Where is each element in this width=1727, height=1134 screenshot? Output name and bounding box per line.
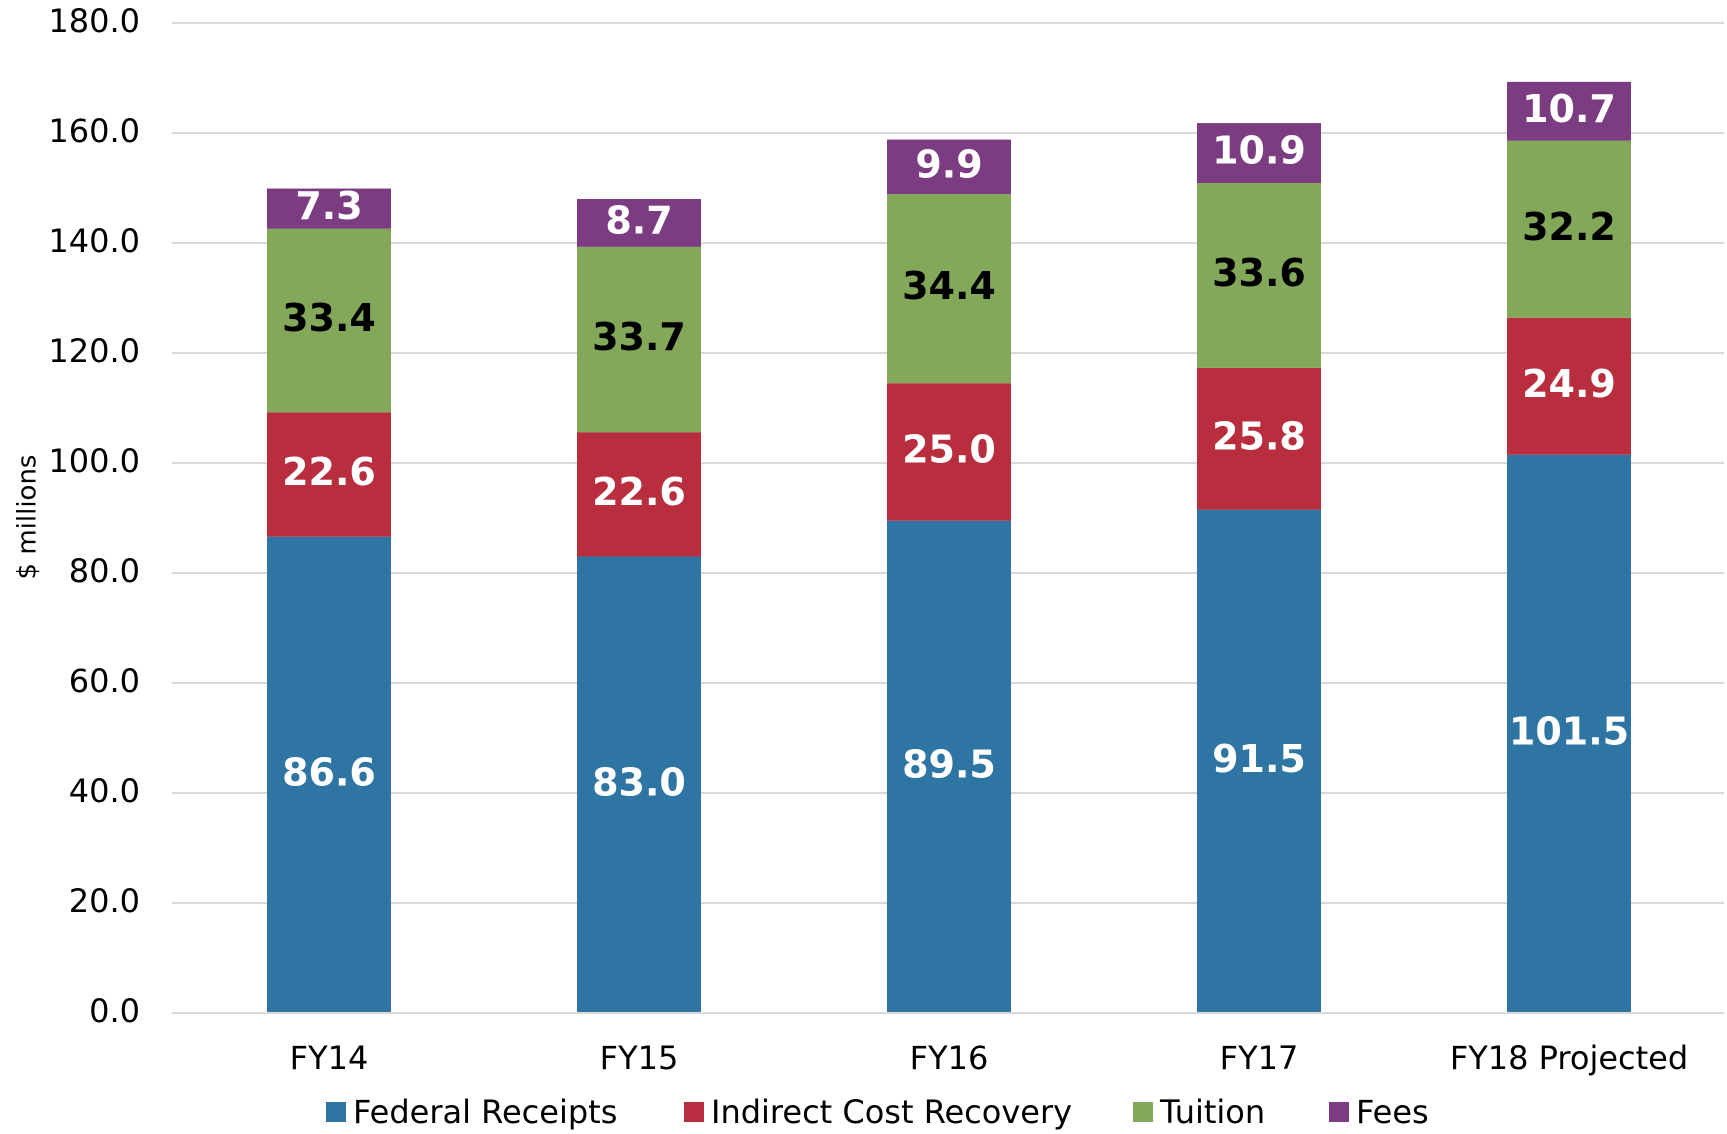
bar-segment: [1507, 81, 1631, 141]
legend-swatch: [326, 1102, 346, 1122]
bar-segment: [577, 432, 701, 557]
y-tick-label: 140.0: [48, 222, 140, 260]
value-label: 10.7: [1522, 87, 1616, 131]
y-tick-label: 160.0: [48, 112, 140, 150]
bar-segment: [1197, 367, 1321, 510]
legend-label: Fees: [1356, 1093, 1429, 1131]
bar-segment: [267, 188, 391, 229]
value-label: 22.6: [282, 450, 376, 494]
y-tick-label: 80.0: [69, 552, 140, 590]
legend-swatch: [1133, 1102, 1153, 1122]
bar-segment: [1197, 123, 1321, 184]
value-label: 10.9: [1212, 129, 1306, 173]
y-tick-label: 60.0: [69, 662, 140, 700]
value-label: 25.0: [902, 428, 996, 472]
bar-segment: [887, 139, 1011, 195]
x-tick-label: FY16: [910, 1039, 989, 1077]
value-label: 9.9: [915, 142, 982, 186]
value-label: 32.2: [1522, 205, 1616, 249]
value-label: 8.7: [605, 198, 672, 242]
y-axis-title: $ millions: [13, 455, 43, 580]
y-tick-label: 100.0: [48, 442, 140, 480]
x-tick-label: FY17: [1220, 1039, 1299, 1077]
value-label: 91.5: [1212, 737, 1306, 781]
y-tick-label: 20.0: [69, 882, 140, 920]
x-tick-label: FY14: [290, 1039, 369, 1077]
value-label: 33.7: [592, 315, 686, 359]
legend-label: Tuition: [1159, 1093, 1265, 1131]
legend-label: Indirect Cost Recovery: [711, 1093, 1072, 1131]
value-label: 7.3: [295, 184, 362, 228]
bar-segment: [267, 412, 391, 537]
bar-segment: [1507, 454, 1631, 1013]
y-tick-label: 0.0: [89, 992, 140, 1030]
bar-segment: [1197, 183, 1321, 368]
value-label: 33.6: [1212, 251, 1306, 295]
value-label: 33.4: [282, 296, 376, 340]
bar-segment: [887, 383, 1011, 521]
legend-swatch: [684, 1102, 704, 1122]
bar-segment: [267, 228, 391, 413]
bar-segment: [267, 536, 391, 1013]
bar-segment: [577, 556, 701, 1013]
value-label: 83.0: [592, 760, 686, 804]
y-tick-label: 40.0: [69, 772, 140, 810]
value-label: 34.4: [902, 264, 996, 308]
value-label: 24.9: [1522, 362, 1616, 406]
value-label: 86.6: [282, 750, 376, 794]
value-label: 25.8: [1212, 414, 1306, 458]
legend-swatch: [1329, 1102, 1349, 1122]
value-label: 89.5: [902, 742, 996, 786]
bar-segment: [577, 246, 701, 433]
x-tick-label: FY15: [600, 1039, 679, 1077]
bar-segment: [887, 520, 1011, 1013]
y-tick-label: 120.0: [48, 332, 140, 370]
value-label: 101.5: [1509, 709, 1629, 753]
bar-segment: [887, 194, 1011, 384]
bar-segment: [577, 199, 701, 247]
y-tick-label: 180.0: [48, 2, 140, 40]
bar-segment: [1507, 140, 1631, 318]
bar-segment: [1197, 509, 1321, 1013]
legend-label: Federal Receipts: [353, 1093, 617, 1131]
value-label: 22.6: [592, 470, 686, 514]
bar-segment: [1507, 317, 1631, 455]
x-tick-label: FY18 Projected: [1450, 1039, 1688, 1077]
